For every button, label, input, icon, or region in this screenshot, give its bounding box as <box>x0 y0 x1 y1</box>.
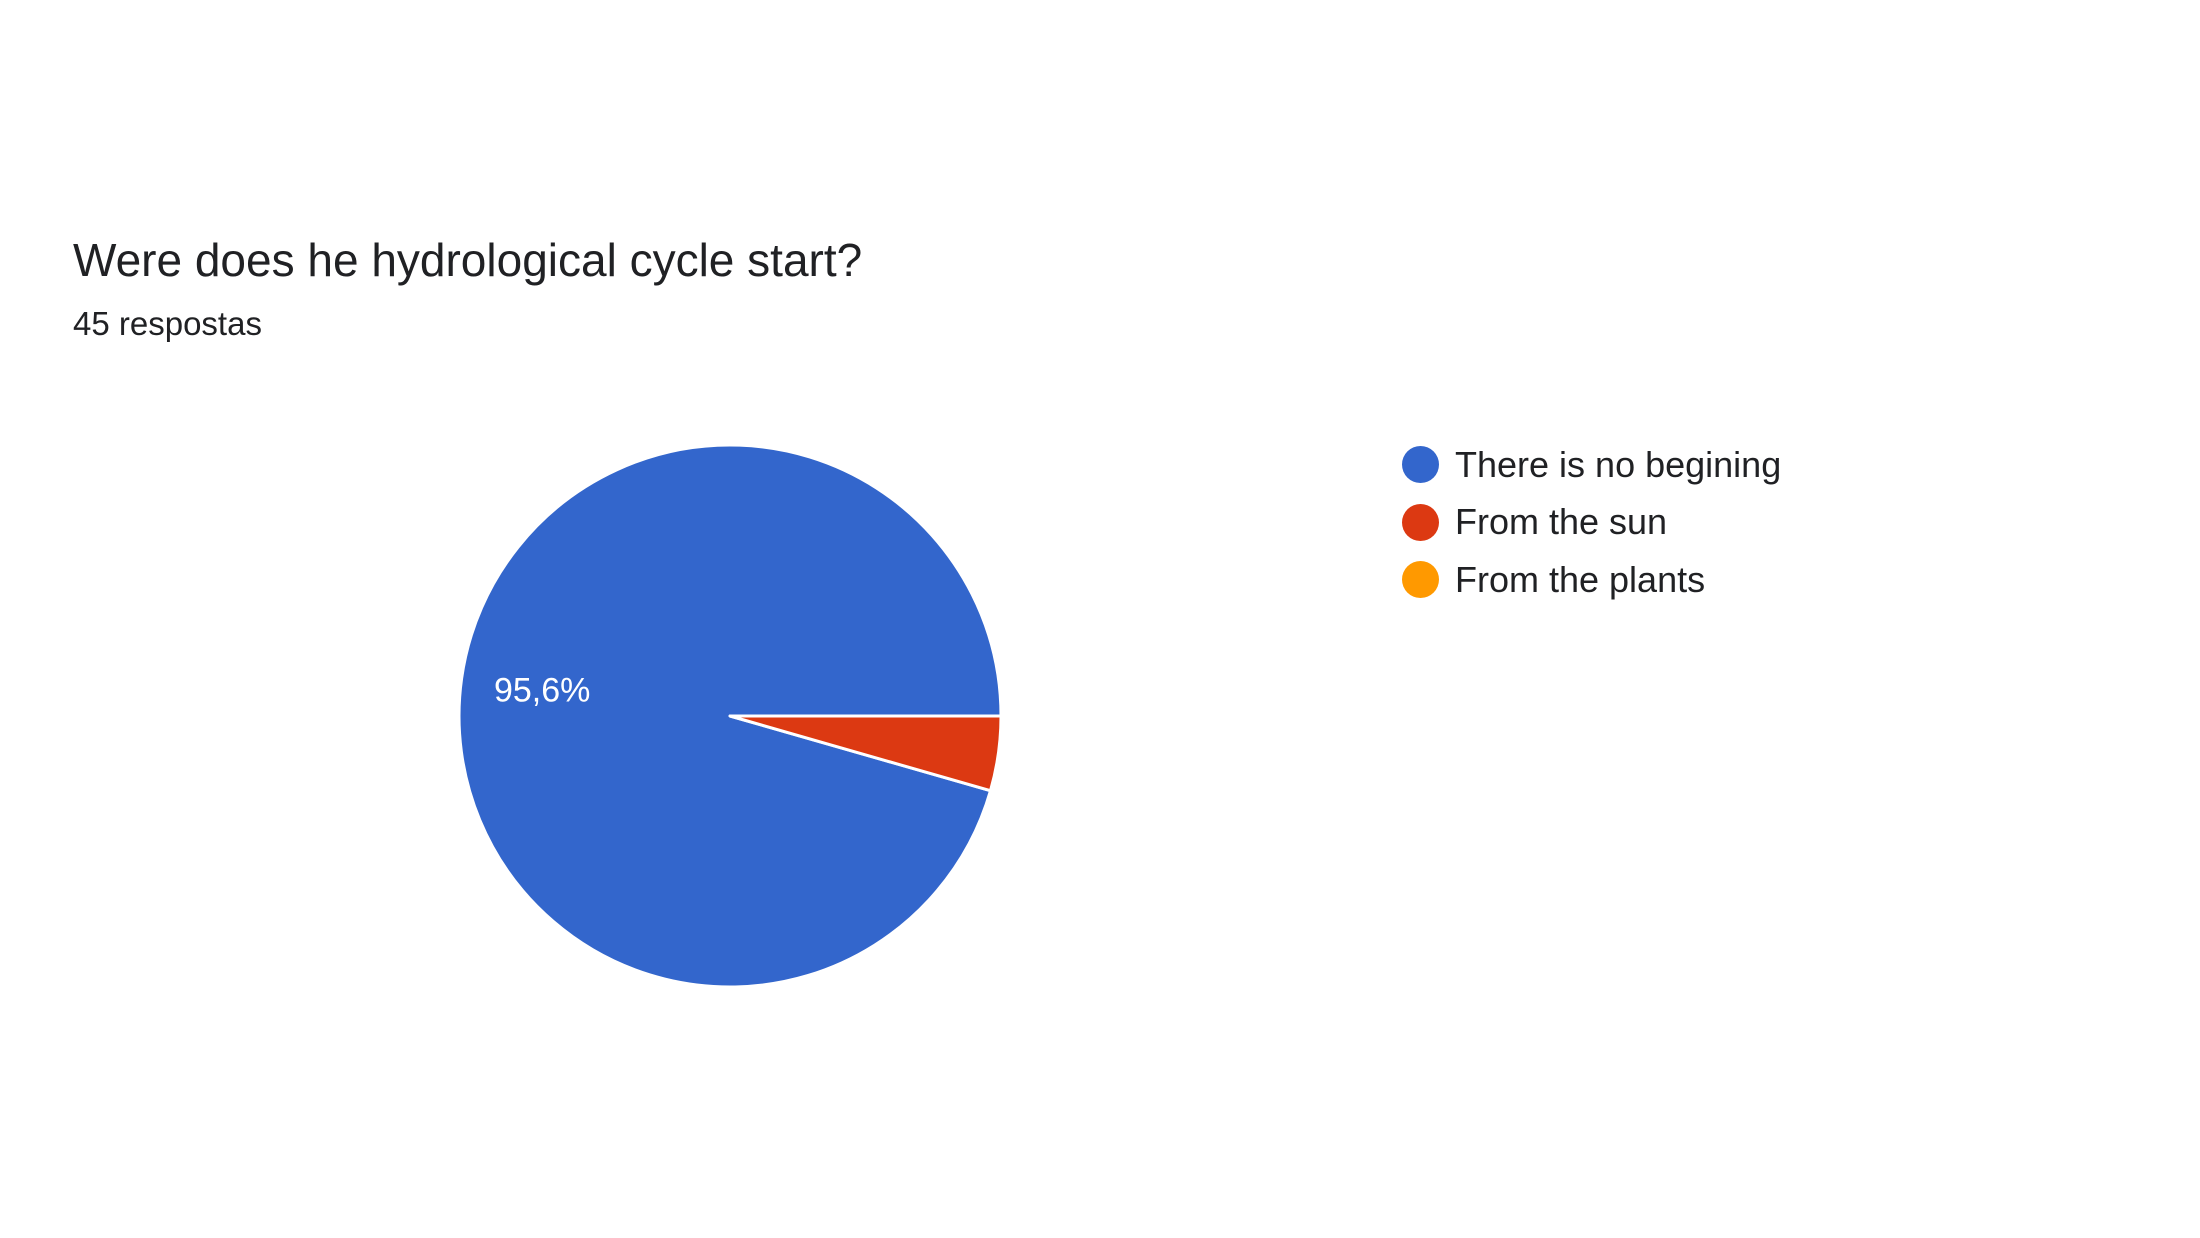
legend-swatch-orange <box>1402 561 1439 599</box>
response-count: 45 respostas <box>73 305 262 342</box>
question-title: Were does he hydrological cycle start? <box>73 234 863 286</box>
pie-data-labels: 95,6% <box>494 672 590 710</box>
chart-legend: There is no begining From the sun From t… <box>1402 436 2102 609</box>
legend-label: There is no begining <box>1455 443 1782 485</box>
pie-data-label: 95,6% <box>494 672 590 710</box>
pie-slice-from-the-sun[interactable] <box>728 714 1003 793</box>
legend-label: From the sun <box>1455 501 1668 543</box>
pie-slices <box>457 443 1003 989</box>
legend-swatch-blue <box>1402 446 1439 484</box>
legend-item-from-the-sun[interactable]: From the sun <box>1402 494 2102 552</box>
legend-item-from-the-plants[interactable]: From the plants <box>1402 551 2102 609</box>
legend-label: From the plants <box>1455 558 1706 600</box>
legend-swatch-red <box>1402 503 1439 541</box>
legend-item-there-is-no-begining[interactable]: There is no begining <box>1402 436 2102 494</box>
